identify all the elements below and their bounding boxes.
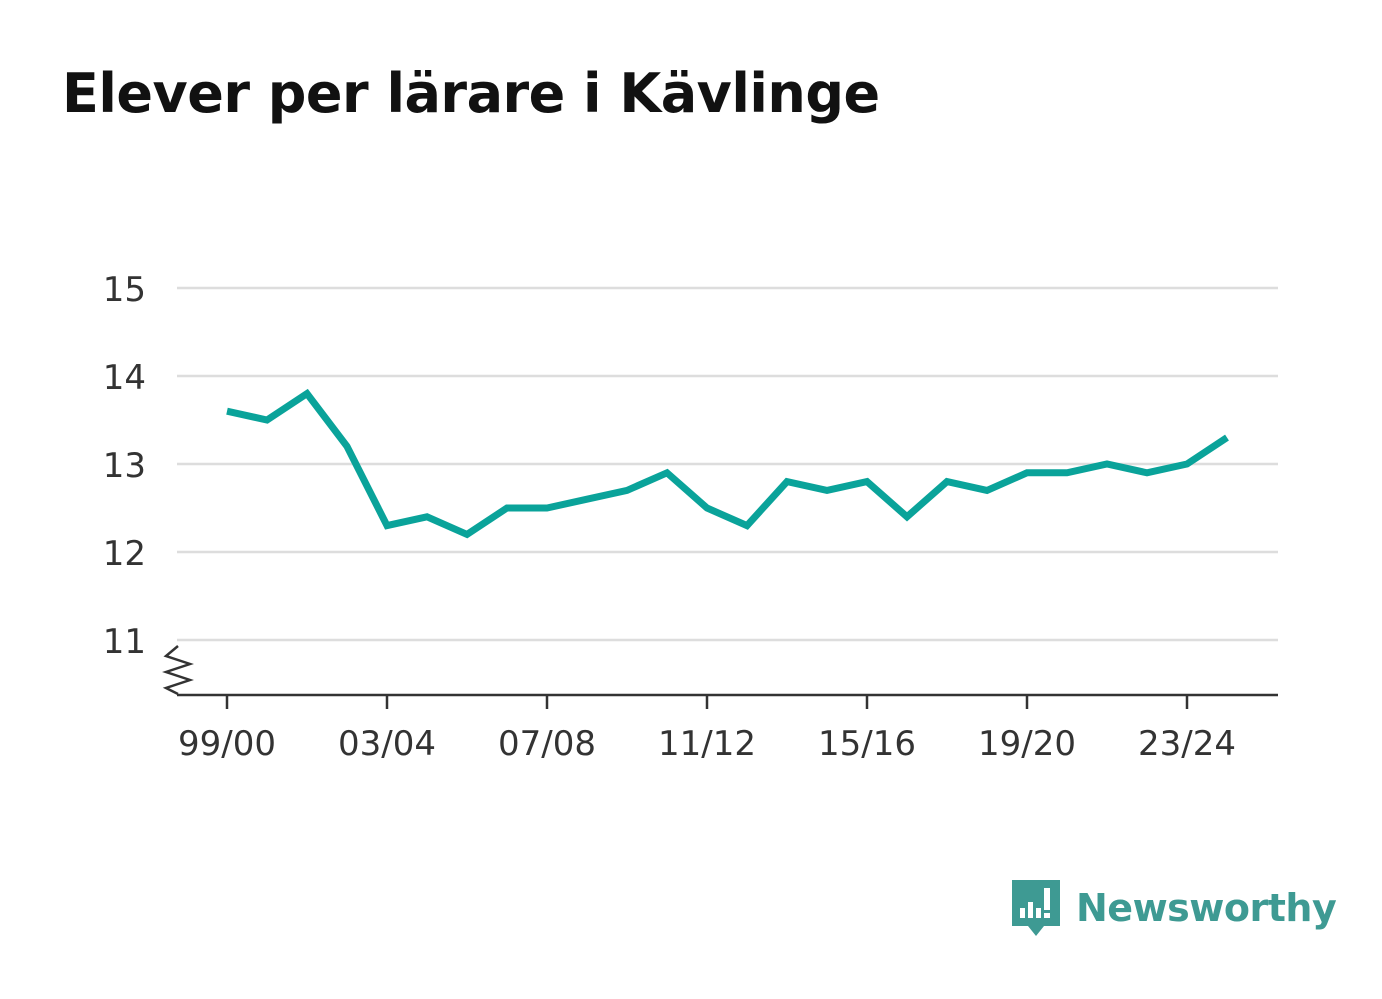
y-tick-label: 12: [103, 534, 146, 574]
series-layer: [226, 388, 1229, 539]
x-tick-label: 03/04: [338, 724, 436, 764]
y-tick-labels: 11 12 13 14 15: [103, 270, 146, 662]
brand-name: Newsworthy: [1076, 886, 1337, 930]
x-tick-label: 99/00: [178, 724, 276, 764]
x-tick-label: 23/24: [1138, 724, 1236, 764]
x-tick-label: 11/12: [658, 724, 756, 764]
y-tick-label: 15: [103, 270, 146, 310]
newsworthy-logo-icon: [1012, 880, 1060, 936]
x-tick-label: 15/16: [818, 724, 916, 764]
y-tick-label: 13: [103, 446, 146, 486]
brand-logo: Newsworthy: [1010, 876, 1337, 940]
y-tick-label: 14: [103, 358, 146, 398]
x-axis: 99/00 03/04 07/08 11/12 15/16 19/20 23/24: [162, 645, 1278, 764]
x-tick-label: 19/20: [978, 724, 1076, 764]
chart-title: Elever per lärare i Kävlinge: [62, 62, 880, 125]
y-tick-label: 11: [103, 622, 146, 662]
series-line: [226, 388, 1229, 539]
axis-break-icon: [162, 645, 194, 696]
x-tick-label: 07/08: [498, 724, 596, 764]
